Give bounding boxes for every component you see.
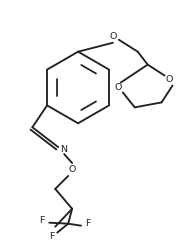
Text: O: O <box>114 83 122 92</box>
Text: N: N <box>60 145 67 154</box>
Text: O: O <box>68 165 76 174</box>
Text: F: F <box>50 232 55 241</box>
Text: O: O <box>166 75 173 84</box>
Text: O: O <box>109 32 117 41</box>
Text: F: F <box>85 219 91 228</box>
Text: F: F <box>40 216 45 225</box>
